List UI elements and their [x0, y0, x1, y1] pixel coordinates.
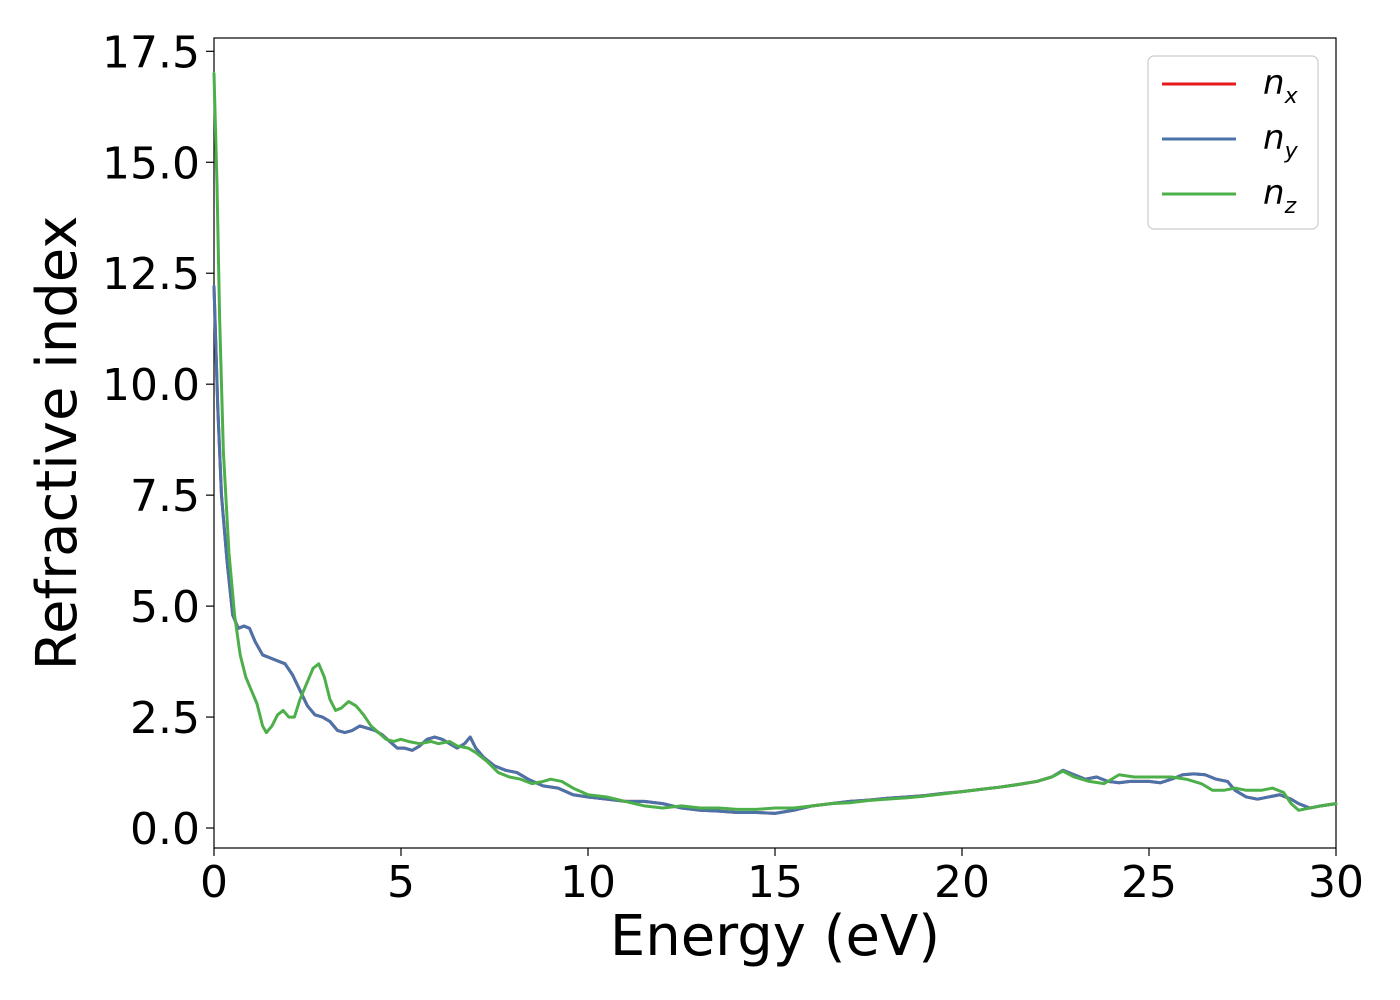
- x-axis-title: Energy (eV): [610, 904, 940, 969]
- y-tick-label: 12.5: [102, 249, 200, 300]
- x-tick-label: 25: [1121, 857, 1177, 908]
- legend-box: [1147, 55, 1319, 230]
- y-tick-label: 0.0: [130, 804, 200, 855]
- legend-label-x: nx: [1263, 63, 1299, 109]
- series-layer: [212, 72, 1338, 815]
- y-tick-label: 2.5: [130, 693, 200, 744]
- y-tick-label: 15.0: [102, 138, 200, 189]
- legend-label-z: nz: [1263, 173, 1297, 219]
- x-tick-label: 0: [200, 857, 228, 908]
- x-tick-label: 20: [934, 857, 990, 908]
- series-line-n-z: [212, 72, 1338, 812]
- x-tick-label: 30: [1308, 857, 1364, 908]
- legend-items: nx ny nz: [1162, 63, 1299, 219]
- x-axis-ticks: 0 5 10 15 20 25 30: [200, 848, 1364, 908]
- legend: nx ny nz: [1147, 55, 1319, 230]
- x-tick-label: 10: [560, 857, 616, 908]
- x-tick-label: 15: [747, 857, 803, 908]
- y-tick-label: 10.0: [102, 360, 200, 411]
- y-axis-title: Refractive index: [25, 216, 90, 671]
- y-tick-label: 5.0: [130, 582, 200, 633]
- y-tick-label: 17.5: [102, 27, 200, 78]
- y-tick-label: 7.5: [130, 471, 200, 522]
- y-axis-ticks: 0.0 2.5 5.0 7.5 10.0 12.5 15.0 17.5: [102, 27, 214, 855]
- legend-label-y: ny: [1263, 118, 1299, 164]
- x-tick-label: 5: [387, 857, 415, 908]
